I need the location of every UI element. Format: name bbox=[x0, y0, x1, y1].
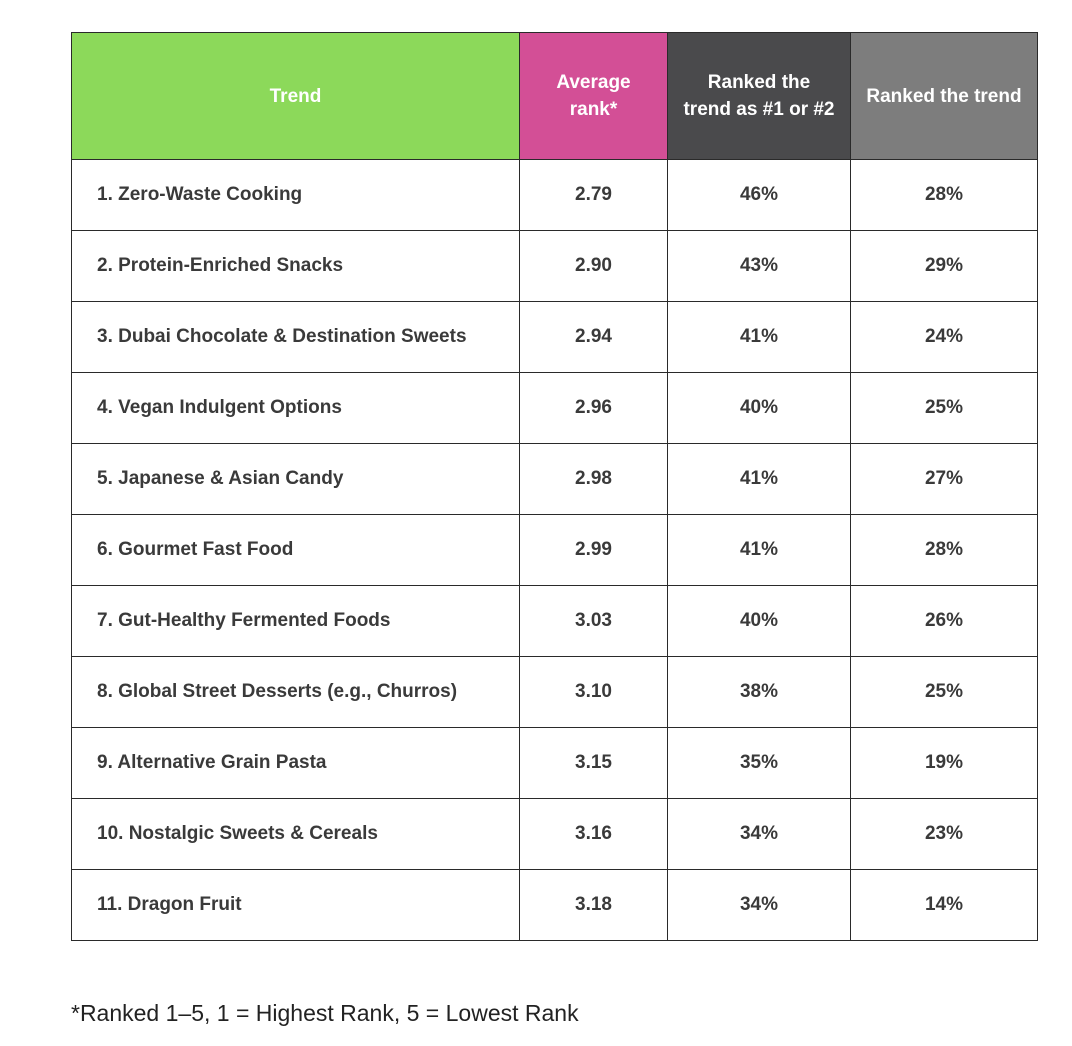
ranked-trend-cell: 28% bbox=[850, 159, 1038, 231]
footnote: *Ranked 1–5, 1 = Highest Rank, 5 = Lowes… bbox=[71, 1000, 579, 1026]
ranked-trend-cell: 27% bbox=[850, 443, 1038, 515]
ranked-trend-cell: 23% bbox=[850, 798, 1038, 870]
trend-cell: 7. Gut-Healthy Fermented Foods bbox=[71, 585, 520, 657]
ranked-top-two-cell: 40% bbox=[667, 585, 851, 657]
ranked-top-two-cell: 41% bbox=[667, 514, 851, 586]
average-rank-cell: 2.90 bbox=[519, 230, 668, 302]
average-rank-cell: 3.18 bbox=[519, 869, 668, 941]
trend-cell: 4. Vegan Indulgent Options bbox=[71, 372, 520, 444]
trend-cell: 1. Zero-Waste Cooking bbox=[71, 159, 520, 231]
ranked-top-two-cell: 43% bbox=[667, 230, 851, 302]
trend-cell: 9. Alternative Grain Pasta bbox=[71, 727, 520, 799]
ranked-top-two-cell: 41% bbox=[667, 443, 851, 515]
trend-cell: 3. Dubai Chocolate & Destination Sweets bbox=[71, 301, 520, 373]
table-row: 9. Alternative Grain Pasta 3.15 35% 19% bbox=[71, 727, 1038, 799]
header-average-rank: Average rank* bbox=[519, 32, 668, 160]
ranked-top-two-cell: 41% bbox=[667, 301, 851, 373]
ranked-trend-cell: 25% bbox=[850, 372, 1038, 444]
average-rank-cell: 3.10 bbox=[519, 656, 668, 728]
table-row: 4. Vegan Indulgent Options 2.96 40% 25% bbox=[71, 372, 1038, 444]
table-row: 11. Dragon Fruit 3.18 34% 14% bbox=[71, 869, 1038, 941]
table-row: 8. Global Street Desserts (e.g., Churros… bbox=[71, 656, 1038, 728]
average-rank-cell: 2.79 bbox=[519, 159, 668, 231]
ranked-trend-cell: 28% bbox=[850, 514, 1038, 586]
ranked-trend-cell: 14% bbox=[850, 869, 1038, 941]
ranked-top-two-cell: 34% bbox=[667, 798, 851, 870]
ranked-trend-cell: 26% bbox=[850, 585, 1038, 657]
trend-ranking-table: Trend Average rank* Ranked the trend as … bbox=[71, 32, 1038, 941]
header-ranked-top-two: Ranked the trend as #1 or #2 bbox=[667, 32, 851, 160]
table-row: 7. Gut-Healthy Fermented Foods 3.03 40% 26% bbox=[71, 585, 1038, 657]
trend-ranking-table-container: Trend Average rank* Ranked the trend as … bbox=[71, 32, 1038, 941]
trend-cell: 10. Nostalgic Sweets & Cereals bbox=[71, 798, 520, 870]
ranked-trend-cell: 25% bbox=[850, 656, 1038, 728]
ranked-trend-cell: 24% bbox=[850, 301, 1038, 373]
average-rank-cell: 2.99 bbox=[519, 514, 668, 586]
table-row: 3. Dubai Chocolate & Destination Sweets 2… bbox=[71, 301, 1038, 373]
average-rank-cell: 3.15 bbox=[519, 727, 668, 799]
average-rank-cell: 2.96 bbox=[519, 372, 668, 444]
average-rank-cell: 3.03 bbox=[519, 585, 668, 657]
ranked-trend-cell: 19% bbox=[850, 727, 1038, 799]
ranked-top-two-cell: 46% bbox=[667, 159, 851, 231]
table-row: 1. Zero-Waste Cooking 2.79 46% 28% bbox=[71, 159, 1038, 231]
ranked-top-two-cell: 38% bbox=[667, 656, 851, 728]
header-trend: Trend bbox=[71, 32, 520, 160]
table-body: 1. Zero-Waste Cooking 2.79 46% 28% 2. Protei… bbox=[71, 159, 1038, 941]
ranked-top-two-cell: 34% bbox=[667, 869, 851, 941]
table-row: 5. Japanese & Asian Candy 2.98 41% 27% bbox=[71, 443, 1038, 515]
header-ranked-trend: Ranked the trend bbox=[850, 32, 1038, 160]
trend-cell: 11. Dragon Fruit bbox=[71, 869, 520, 941]
ranked-trend-cell: 29% bbox=[850, 230, 1038, 302]
ranked-top-two-cell: 35% bbox=[667, 727, 851, 799]
table-row: 2. Protein-Enriched Snacks 2.90 43% 29% bbox=[71, 230, 1038, 302]
trend-cell: 8. Global Street Desserts (e.g., Churros… bbox=[71, 656, 520, 728]
table-header-row: Trend Average rank* Ranked the trend as … bbox=[71, 32, 1038, 160]
trend-cell: 2. Protein-Enriched Snacks bbox=[71, 230, 520, 302]
ranked-top-two-cell: 40% bbox=[667, 372, 851, 444]
table-row: 10. Nostalgic Sweets & Cereals 3.16 34% 23% bbox=[71, 798, 1038, 870]
average-rank-cell: 3.16 bbox=[519, 798, 668, 870]
table-row: 6. Gourmet Fast Food 2.99 41% 28% bbox=[71, 514, 1038, 586]
average-rank-cell: 2.98 bbox=[519, 443, 668, 515]
average-rank-cell: 2.94 bbox=[519, 301, 668, 373]
trend-cell: 5. Japanese & Asian Candy bbox=[71, 443, 520, 515]
trend-cell: 6. Gourmet Fast Food bbox=[71, 514, 520, 586]
